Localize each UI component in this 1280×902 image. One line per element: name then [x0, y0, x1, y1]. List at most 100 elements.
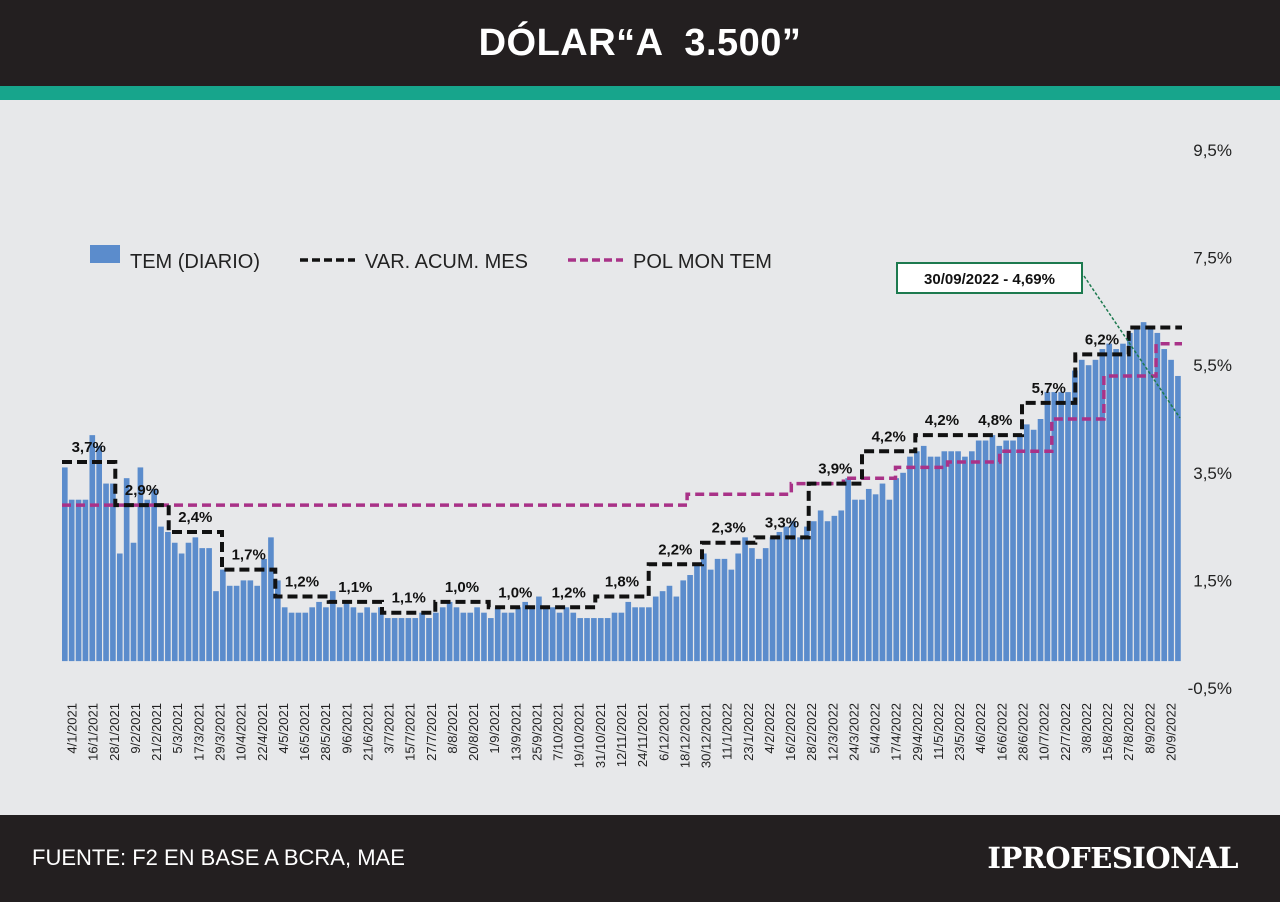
tem-bar: [213, 591, 219, 662]
data-label: 2,2%: [658, 541, 692, 558]
tem-bar: [1099, 349, 1106, 662]
tem-bar: [220, 569, 226, 662]
tem-bar: [632, 607, 638, 662]
tem-bar: [687, 575, 693, 662]
tem-bar: [859, 499, 865, 662]
x-tick-label: 13/9/2021: [508, 703, 523, 761]
tem-bar: [364, 607, 370, 662]
x-tick-label: 28/2/2022: [804, 703, 819, 761]
y-tick-label: 5,5%: [1193, 356, 1232, 375]
tem-bar: [694, 564, 700, 662]
x-tick-label: 4/6/2022: [973, 703, 988, 754]
x-tick-label: 23/5/2022: [952, 703, 967, 761]
x-tick-label: 4/2/2022: [762, 703, 777, 754]
tem-bar: [254, 585, 261, 662]
x-tick-label: 16/2/2022: [783, 703, 798, 761]
tem-bar: [68, 499, 75, 662]
tem-bar: [639, 607, 645, 662]
x-tick-label: 3/8/2022: [1079, 703, 1094, 754]
tem-bar: [584, 618, 590, 662]
tem-bar: [927, 456, 934, 662]
tem-bar: [707, 569, 714, 662]
tem-bar: [75, 499, 82, 662]
tem-bar: [261, 558, 267, 662]
x-tick-label: 16/5/2021: [297, 703, 312, 761]
tem-bar: [982, 440, 989, 662]
tem-bar: [62, 467, 68, 662]
tem-bar: [412, 618, 419, 662]
tem-bar: [137, 467, 144, 662]
tem-bar: [1127, 332, 1133, 662]
annotation-leader: [1083, 275, 1181, 419]
tem-bar: [1168, 359, 1174, 662]
y-tick-label: -0,5%: [1188, 679, 1232, 698]
tem-bar: [852, 499, 858, 662]
tem-bar: [1072, 370, 1078, 662]
tem-bar: [790, 521, 796, 662]
tem-bar: [762, 548, 769, 662]
x-tick-label: 10/4/2021: [234, 703, 249, 761]
x-tick-label: 9/2/2021: [128, 703, 143, 754]
tem-bar: [295, 612, 302, 662]
tem-bar: [934, 456, 941, 662]
tem-bar: [659, 591, 666, 662]
y-tick-label: 1,5%: [1193, 571, 1232, 590]
tem-bar: [680, 580, 687, 662]
tem-bar: [996, 445, 1003, 662]
tem-bar: [474, 607, 480, 662]
tem-bar: [611, 612, 618, 662]
x-tick-label: 24/11/2021: [635, 703, 650, 767]
tem-bar: [96, 445, 102, 662]
x-tick-label: 7/10/2021: [551, 703, 566, 761]
tem-bar: [1113, 349, 1119, 662]
y-tick-label: 7,5%: [1193, 249, 1232, 268]
tem-bar: [316, 601, 322, 662]
tem-bar: [460, 612, 467, 662]
data-label: 4,2%: [925, 412, 959, 429]
tem-bar: [701, 553, 707, 662]
tem-bar: [907, 456, 913, 662]
tem-bar: [433, 612, 439, 662]
tem-bar: [453, 607, 460, 662]
tem-bar: [900, 472, 906, 662]
tem-bar: [336, 607, 343, 662]
x-tick-label: 6/12/2021: [656, 703, 671, 761]
tem-bar: [494, 607, 501, 662]
tem-bar: [178, 553, 185, 662]
y-tick-label: 9,5%: [1193, 141, 1232, 160]
tem-bar: [879, 483, 886, 662]
tem-bar: [522, 601, 528, 662]
data-label: 1,8%: [605, 574, 639, 591]
tem-bar: [158, 526, 164, 662]
tem-bar: [419, 612, 425, 662]
tem-bar: [240, 580, 247, 662]
tem-bar: [1140, 322, 1147, 662]
legend-label-tem: TEM (DIARIO): [130, 251, 260, 273]
x-tick-label: 15/8/2022: [1100, 703, 1115, 761]
tem-bar: [515, 607, 522, 662]
tem-bar: [357, 612, 364, 662]
x-tick-label: 28/6/2022: [1016, 703, 1031, 761]
data-label: 3,7%: [72, 439, 106, 456]
tem-bar: [501, 612, 508, 662]
x-tick-label: 1/9/2021: [487, 703, 502, 754]
tem-bar: [591, 618, 597, 662]
x-tick-label: 27/7/2021: [424, 703, 439, 761]
data-label: 6,2%: [1085, 331, 1119, 348]
tem-bar: [488, 618, 494, 662]
tem-bar: [666, 585, 673, 662]
chart-header: DÓLAR“A 3.500”: [0, 0, 1280, 86]
tem-bar: [199, 548, 206, 662]
tem-bar: [810, 521, 817, 662]
tem-bar: [343, 601, 350, 662]
data-label: 1,1%: [338, 579, 372, 596]
tem-bar: [1058, 392, 1064, 662]
tem-bar: [1106, 343, 1113, 662]
x-tick-label: 3/7/2021: [382, 703, 397, 754]
x-tick-label: 8/9/2022: [1142, 703, 1157, 754]
x-tick-label: 12/3/2022: [825, 703, 840, 761]
tem-bar: [845, 478, 851, 662]
tem-bar: [556, 612, 563, 662]
tem-bar: [323, 607, 329, 662]
tem-bar: [1051, 392, 1058, 662]
